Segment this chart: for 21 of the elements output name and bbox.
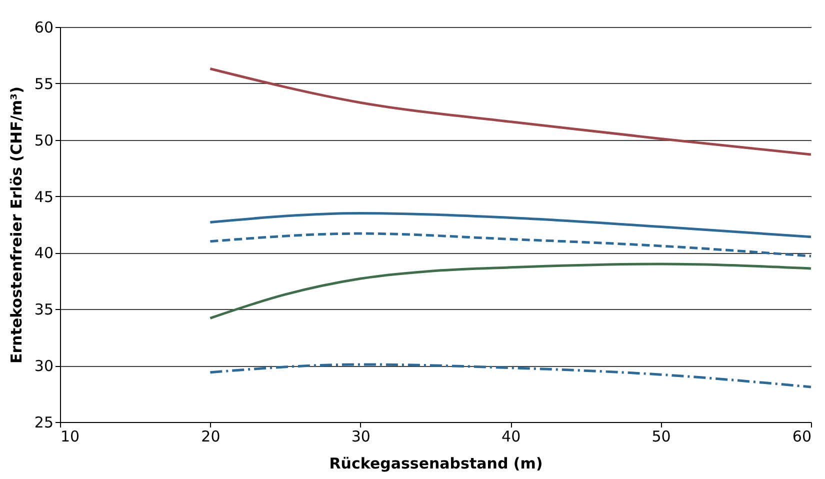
line-series [208,68,812,156]
x-tick-label: 60 [792,428,812,446]
x-tick-label: 30 [351,428,370,446]
y-tick-label: 55 [34,74,54,93]
y-tick-label: 50 [34,131,54,150]
y-tick-label: 35 [34,300,54,319]
line-series [208,262,812,320]
line-series [208,212,812,238]
y-tick-label: 25 [34,414,54,432]
x-tick-label: 20 [201,428,220,446]
y-tick-label: 40 [34,244,54,262]
x-tick-label: 40 [502,428,521,446]
y-tick-label: 60 [34,18,54,36]
x-axis-title: Rückegassenabstand (m) [329,454,543,472]
x-tick-label: 50 [652,428,671,446]
line-series [208,363,812,388]
x-tick-label: 10 [60,428,80,446]
y-axis-title: Erntekostenfreier Erlös (CHF/m³) [7,86,26,364]
y-tick-label: 30 [34,357,54,376]
line-series [208,232,812,258]
y-tick-label: 45 [34,188,54,206]
